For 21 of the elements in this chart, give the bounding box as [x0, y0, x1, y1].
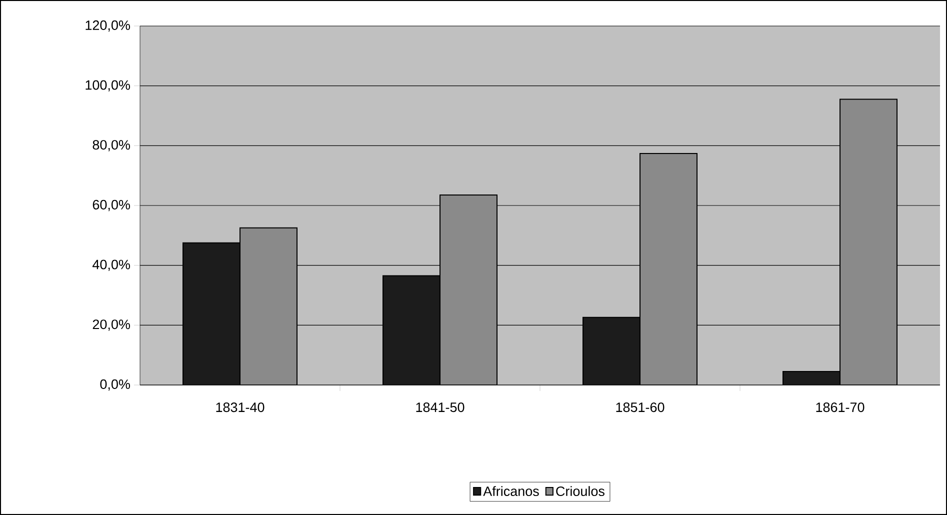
y-tick-label: 80,0% [92, 140, 130, 152]
bar [382, 275, 441, 385]
y-tick-label: 20,0% [92, 320, 130, 331]
y-tick-label: 60,0% [92, 200, 130, 212]
y-tick-label: 120,0% [86, 20, 130, 32]
bar [782, 371, 841, 385]
bar [240, 227, 298, 385]
y-tick-label: 0,0% [100, 379, 130, 391]
x-tick-label: 1851-60 [616, 402, 664, 412]
x-tick-label: 1841-50 [416, 402, 464, 412]
y-tick-label: 40,0% [92, 260, 130, 271]
legend-label: Crioulos [556, 486, 604, 496]
x-tick-label: 1861-70 [816, 402, 864, 412]
bar [182, 242, 240, 385]
bar [582, 316, 641, 385]
x-tick-label: 1831-40 [216, 402, 264, 412]
legend-label: Africanos [483, 486, 539, 496]
bar [640, 152, 698, 385]
bar [840, 98, 898, 385]
bar [440, 194, 498, 385]
y-tick-label: 100,0% [86, 80, 130, 92]
